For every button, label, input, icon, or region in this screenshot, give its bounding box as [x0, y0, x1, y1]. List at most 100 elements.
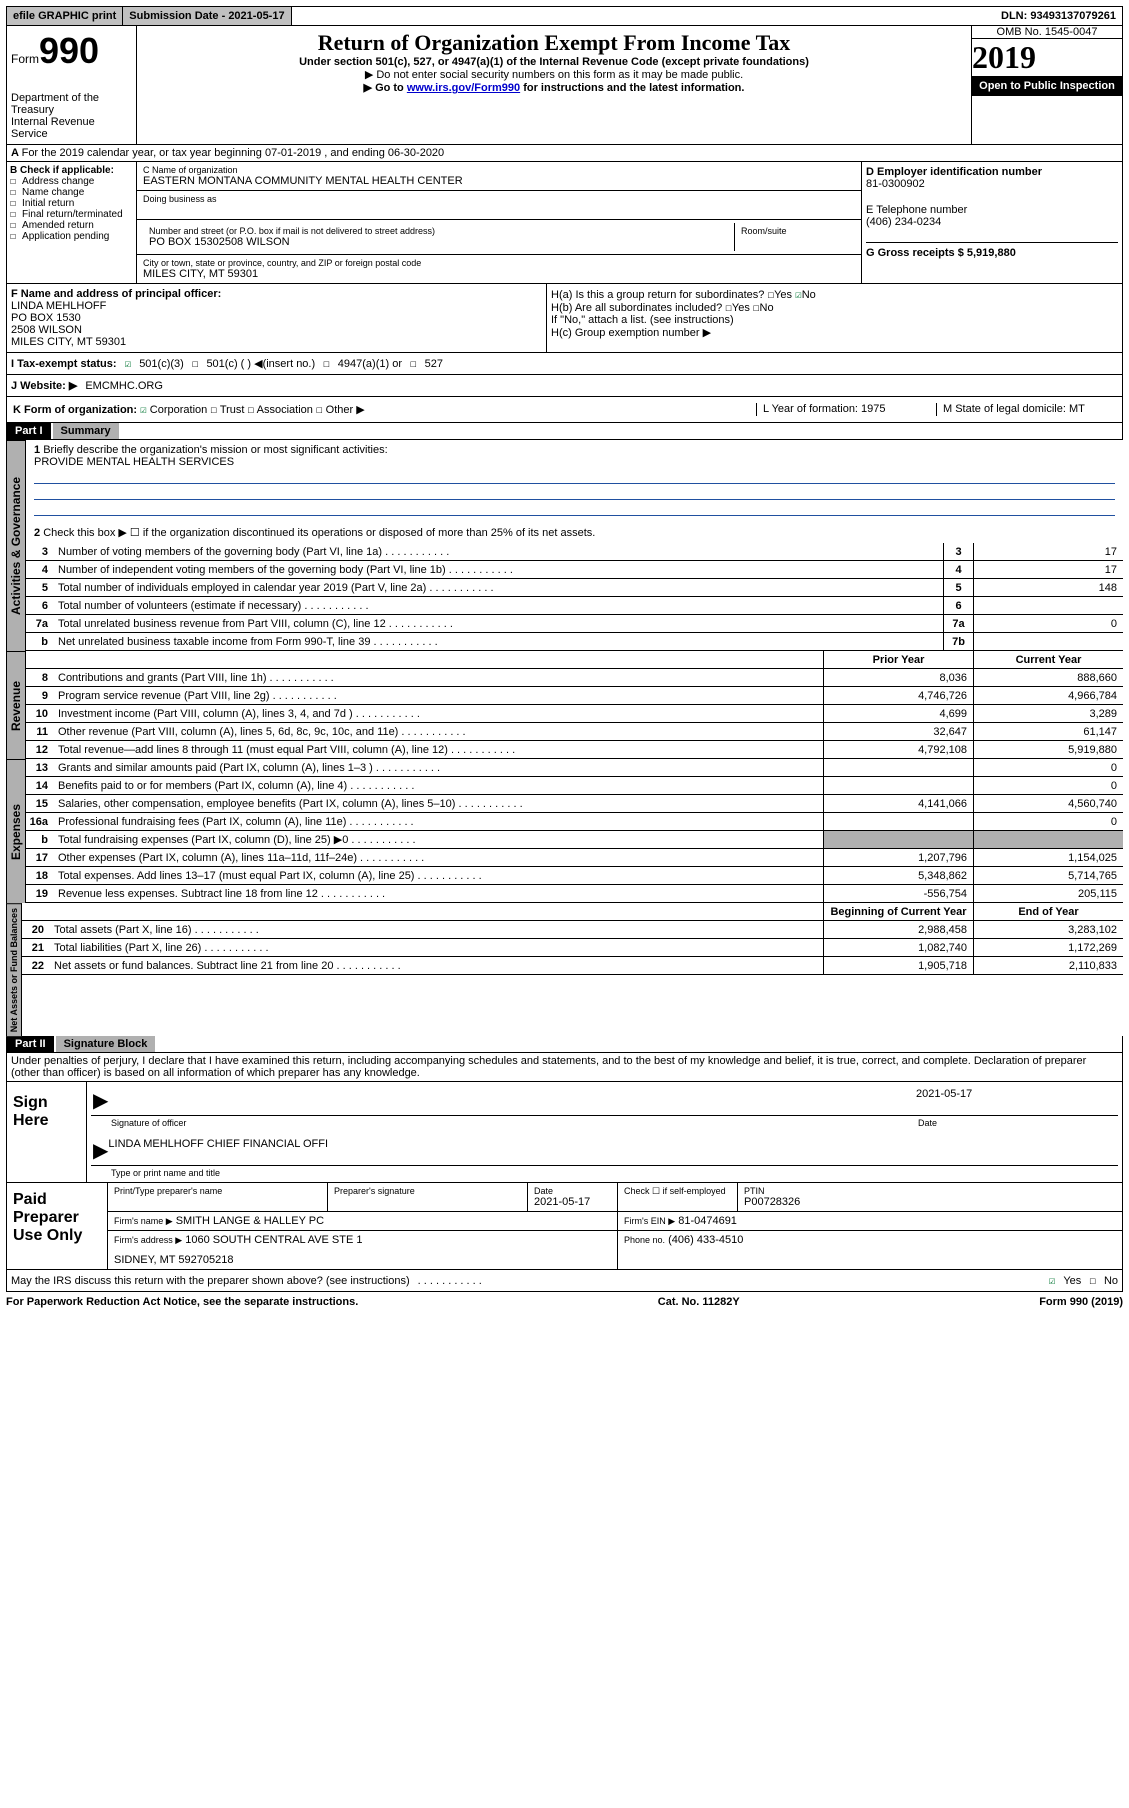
check-assoc[interactable]: ☐ [248, 403, 255, 416]
discuss-yes[interactable]: ☑ [1049, 1274, 1056, 1287]
vert-governance: Activities & Governance [6, 440, 26, 651]
form-number: Form990 [11, 30, 132, 72]
discuss-no[interactable]: ☐ [1089, 1274, 1096, 1287]
c-name-label: C Name of organization [143, 165, 855, 175]
line-15: 15Salaries, other compensation, employee… [26, 795, 1123, 813]
row-a: A For the 2019 calendar year, or tax yea… [6, 145, 1123, 162]
dln: DLN: 93493137079261 [995, 7, 1122, 25]
line-14: 14Benefits paid to or for members (Part … [26, 777, 1123, 795]
line-13: 13Grants and similar amounts paid (Part … [26, 759, 1123, 777]
line-10: 10Investment income (Part VIII, column (… [26, 705, 1123, 723]
line-4: 4Number of independent voting members of… [26, 561, 1123, 579]
hc: H(c) Group exemption number ▶ [551, 326, 1118, 339]
sign-here-block: Sign Here ▶ 2021-05-17 Signature of offi… [6, 1082, 1123, 1183]
opt-name[interactable]: ☐ Name change [10, 187, 133, 198]
form-header: Form990 Department of the Treasury Inter… [6, 26, 1123, 145]
box-b-label: B Check if applicable: [10, 165, 114, 176]
line-9: 9Program service revenue (Part VIII, lin… [26, 687, 1123, 705]
dba-label: Doing business as [143, 194, 855, 204]
section-fh: F Name and address of principal officer:… [6, 284, 1123, 353]
org-name: EASTERN MONTANA COMMUNITY MENTAL HEALTH … [143, 175, 855, 187]
phone: (406) 234-0234 [866, 216, 1118, 228]
phone-label: E Telephone number [866, 204, 967, 216]
goto-note: Go to www.irs.gov/Form990 for instructio… [141, 81, 967, 94]
irs-link[interactable]: www.irs.gov/Form990 [407, 82, 520, 94]
line-22: 22Net assets or fund balances. Subtract … [22, 957, 1123, 975]
line-8: 8Contributions and grants (Part VIII, li… [26, 669, 1123, 687]
sig-date-val: 2021-05-17 [916, 1088, 1116, 1113]
summary-expenses: Expenses 13Grants and similar amounts pa… [6, 759, 1123, 903]
check-corp[interactable]: ☑ [140, 403, 147, 416]
opt-pending[interactable]: ☐ Application pending [10, 231, 133, 242]
line-3: 3Number of voting members of the governi… [26, 543, 1123, 561]
ein-label: D Employer identification number [866, 166, 1042, 178]
ha: H(a) Is this a group return for subordin… [551, 288, 1118, 301]
part1-bar: Part ISummary [6, 423, 1123, 440]
vert-netassets: Net Assets or Fund Balances [6, 903, 22, 1036]
vert-revenue: Revenue [6, 651, 26, 759]
line-7a: 7aTotal unrelated business revenue from … [26, 615, 1123, 633]
city: MILES CITY, MT 59301 [143, 268, 855, 280]
discuss-row: May the IRS discuss this return with the… [6, 1270, 1123, 1292]
section-bcd: B Check if applicable: ☐ Address change … [6, 162, 1123, 284]
summary-governance: Activities & Governance 1 Briefly descri… [6, 440, 1123, 651]
line-11: 11Other revenue (Part VIII, column (A), … [26, 723, 1123, 741]
addr-label: Number and street (or P.O. box if mail i… [149, 226, 728, 236]
hb: H(b) Are all subordinates included? ☐Yes… [551, 301, 1118, 314]
dept-treasury: Department of the Treasury [11, 92, 132, 116]
website-url: EMCMHC.ORG [85, 380, 163, 392]
line-5: 5Total number of individuals employed in… [26, 579, 1123, 597]
check-4947[interactable]: ☐ [323, 357, 330, 370]
line-b: bNet unrelated business taxable income f… [26, 633, 1123, 651]
tax-status-row: I Tax-exempt status: ☑501(c)(3) ☐501(c) … [6, 353, 1123, 375]
page-footer: For Paperwork Reduction Act Notice, see … [6, 1292, 1123, 1312]
submission-date: Submission Date - 2021-05-17 [123, 7, 291, 25]
state-domicile: M State of legal domicile: MT [936, 403, 1116, 416]
part2-bar: Part IISignature Block [6, 1036, 1123, 1053]
opt-amended[interactable]: ☐ Amended return [10, 220, 133, 231]
declaration: Under penalties of perjury, I declare th… [6, 1053, 1123, 1082]
irs-label: Internal Revenue Service [11, 116, 132, 140]
opt-initial[interactable]: ☐ Initial return [10, 198, 133, 209]
officer-name: LINDA MEHLHOFF [11, 300, 542, 312]
sign-here-label: Sign Here [7, 1082, 87, 1182]
officer-typed: LINDA MEHLHOFF CHIEF FINANCIAL OFFI [108, 1138, 328, 1163]
line-12: 12Total revenue—add lines 8 through 11 (… [26, 741, 1123, 759]
officer-l3: MILES CITY, MT 59301 [11, 336, 542, 348]
hb-attach: If "No," attach a list. (see instruction… [551, 314, 1118, 326]
line-17: 17Other expenses (Part IX, column (A), l… [26, 849, 1123, 867]
ein: 81-0300902 [866, 178, 1118, 190]
check-trust[interactable]: ☐ [210, 403, 217, 416]
check-501c3[interactable]: ☑ [125, 357, 132, 370]
open-inspection: Open to Public Inspection [972, 76, 1122, 96]
check-other[interactable]: ☐ [316, 403, 323, 416]
year-formation: L Year of formation: 1975 [756, 403, 936, 416]
paid-preparer: Paid Preparer Use Only Print/Type prepar… [6, 1183, 1123, 1270]
mission-text: PROVIDE MENTAL HEALTH SERVICES [34, 456, 1115, 468]
summary-netassets: Net Assets or Fund Balances Beginning of… [6, 903, 1123, 1036]
check-501c[interactable]: ☐ [192, 357, 199, 370]
gross-receipts: G Gross receipts $ 5,919,880 [866, 247, 1016, 259]
efile-button[interactable]: efile GRAPHIC print [7, 7, 123, 25]
ssn-note: Do not enter social security numbers on … [141, 68, 967, 81]
line-16a: 16aProfessional fundraising fees (Part I… [26, 813, 1123, 831]
subtitle: Under section 501(c), 527, or 4947(a)(1)… [141, 56, 967, 68]
l2: Check this box ▶ ☐ if the organization d… [43, 527, 595, 539]
room-label: Room/suite [741, 226, 849, 236]
tax-year: 2019 [972, 39, 1122, 76]
check-527[interactable]: ☐ [410, 357, 417, 370]
line-21: 21Total liabilities (Part X, line 26)1,0… [22, 939, 1123, 957]
f-label: F Name and address of principal officer: [11, 288, 221, 300]
opt-final[interactable]: ☐ Final return/terminated [10, 209, 133, 220]
line-19: 19Revenue less expenses. Subtract line 1… [26, 885, 1123, 903]
paid-preparer-label: Paid Preparer Use Only [7, 1183, 107, 1269]
opt-address[interactable]: ☐ Address change [10, 176, 133, 187]
line-20: 20Total assets (Part X, line 16)2,988,45… [22, 921, 1123, 939]
form-title: Return of Organization Exempt From Incom… [141, 30, 967, 56]
line-18: 18Total expenses. Add lines 13–17 (must … [26, 867, 1123, 885]
website-row: J Website: ▶ EMCMHC.ORG [6, 375, 1123, 397]
officer-l1: PO BOX 1530 [11, 312, 542, 324]
line-6: 6Total number of volunteers (estimate if… [26, 597, 1123, 615]
officer-l2: 2508 WILSON [11, 324, 542, 336]
city-label: City or town, state or province, country… [143, 258, 855, 268]
